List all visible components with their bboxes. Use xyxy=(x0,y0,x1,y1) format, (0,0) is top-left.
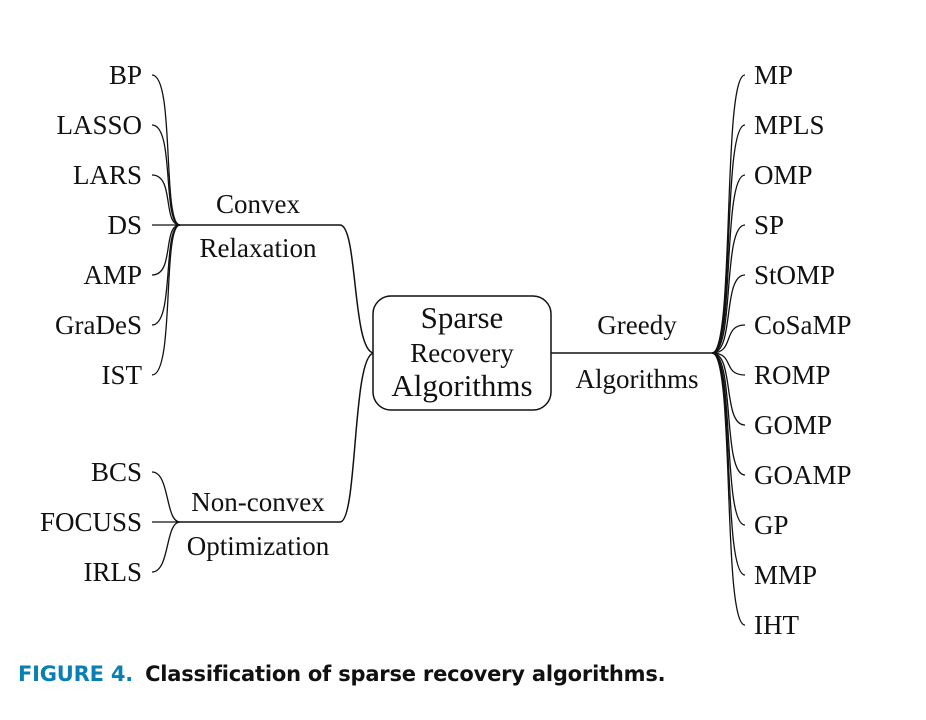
convex-leaf-connector xyxy=(151,124,181,226)
convex-leaf-1: BP xyxy=(109,60,142,90)
greedy-branch-label-1: Greedy xyxy=(597,310,677,340)
greedy-leaf-8: GOMP xyxy=(754,410,832,440)
greedy-leaf-connector xyxy=(711,352,746,376)
root-node-box xyxy=(372,295,552,411)
convex-leaf-2: LASSO xyxy=(56,110,142,140)
convex-leaf-3: LARS xyxy=(73,160,142,190)
nonconvex-branch-label-1: Non-convex xyxy=(191,487,325,517)
figure-number: FIGURE 4. xyxy=(18,662,134,686)
nonconvex-branch-label-2: Optimization xyxy=(187,531,330,561)
root-node-line-1: Sparse xyxy=(421,300,504,335)
convex-leaf-labels: BP LASSO LARS DS AMP GraDeS IST xyxy=(55,60,142,390)
greedy-leaf-11: MMP xyxy=(754,560,817,590)
greedy-leaf-connector xyxy=(711,352,746,526)
greedy-leaf-connector xyxy=(711,352,746,626)
convex-leaf-connector xyxy=(151,74,181,226)
greedy-leaf-connector xyxy=(711,74,746,354)
nonconvex-branch-connector xyxy=(180,352,375,523)
greedy-leaf-3: OMP xyxy=(754,160,813,190)
greedy-leaf-5: StOMP xyxy=(754,260,835,290)
root-node-line-3: Algorithms xyxy=(391,368,532,403)
convex-leaf-4: DS xyxy=(107,210,142,240)
greedy-leaf-7: ROMP xyxy=(754,360,831,390)
greedy-leaf-connector xyxy=(711,174,746,354)
greedy-leaf-2: MPLS xyxy=(754,110,825,140)
greedy-leaf-connector xyxy=(711,224,746,354)
convex-leaf-connector xyxy=(151,224,181,376)
greedy-leaf-connector xyxy=(711,274,746,354)
nonconvex-leaf-3: IRLS xyxy=(83,557,142,587)
classification-diagram: Sparse Recovery Algorithms Convex Relaxa… xyxy=(40,60,852,640)
convex-leaf-6: GraDeS xyxy=(55,310,142,340)
nonconvex-leaf-labels: BCS FOCUSS IRLS xyxy=(40,457,142,587)
connector-lines xyxy=(151,74,746,626)
greedy-leaf-9: GOAMP xyxy=(754,460,852,490)
greedy-leaf-connector xyxy=(711,352,746,426)
greedy-leaf-1: MP xyxy=(754,60,793,90)
convex-branch-label-2: Relaxation xyxy=(200,233,317,263)
convex-leaf-5: AMP xyxy=(83,260,142,290)
nonconvex-leaf-1: BCS xyxy=(91,457,142,487)
nonconvex-leaf-connector xyxy=(151,471,181,523)
nonconvex-leaf-2: FOCUSS xyxy=(40,507,142,537)
convex-leaf-connector xyxy=(151,224,181,276)
root-node-line-2: Recovery xyxy=(410,338,514,368)
caption-text: Classification of sparse recovery algori… xyxy=(145,662,666,686)
convex-branch-connector xyxy=(180,224,375,354)
convex-leaf-7: IST xyxy=(102,360,143,390)
greedy-leaf-10: GP xyxy=(754,510,789,540)
greedy-branch-label-2: Algorithms xyxy=(575,364,698,394)
convex-leaf-connector xyxy=(151,174,181,226)
greedy-leaf-labels: MP MPLS OMP SP StOMP CoSaMP ROMP GOMP GOAMP GP MMP… xyxy=(754,60,852,640)
greedy-leaf-6: CoSaMP xyxy=(754,310,852,340)
figure-caption: FIGURE 4. Classification of sparse recove… xyxy=(18,662,666,686)
convex-branch-label-1: Convex xyxy=(216,189,300,219)
nonconvex-leaf-connector xyxy=(151,521,181,573)
greedy-leaf-connector xyxy=(711,324,746,354)
greedy-leaf-12: IHT xyxy=(754,610,799,640)
greedy-leaf-connector xyxy=(711,124,746,354)
greedy-leaf-4: SP xyxy=(754,210,784,240)
